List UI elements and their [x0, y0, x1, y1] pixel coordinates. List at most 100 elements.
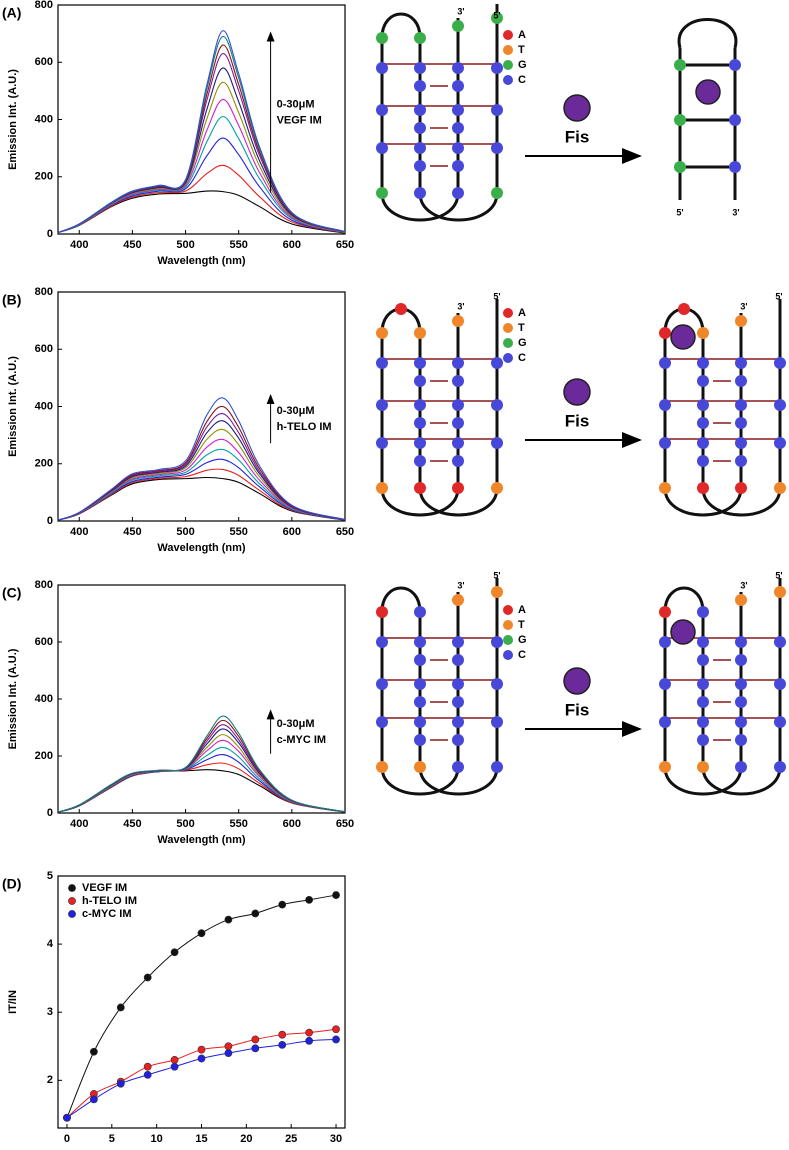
- base-node: [697, 716, 709, 728]
- base-node: [659, 761, 671, 773]
- base-node: [376, 142, 388, 154]
- ligand: [563, 378, 591, 406]
- base-node: [376, 62, 388, 74]
- legend-label: T: [518, 619, 525, 631]
- x-tick-label: 550: [230, 526, 248, 538]
- ligand-label: Fis: [565, 700, 590, 719]
- legend-marker: [68, 910, 76, 918]
- base-node: [774, 586, 786, 598]
- y-tick-label: 2: [47, 1074, 53, 1086]
- base-node: [678, 303, 690, 315]
- base-node: [414, 482, 426, 494]
- strand: [380, 766, 460, 796]
- base-node: [452, 160, 464, 172]
- base-node: [697, 761, 709, 773]
- spectrum-line: [57, 715, 346, 813]
- base-node: [735, 696, 747, 708]
- base-node: [735, 437, 747, 449]
- legend-marker: [503, 30, 513, 40]
- base-node: [729, 114, 741, 126]
- annotation: VEGF IM: [277, 115, 322, 127]
- base-node: [774, 357, 786, 369]
- base-node: [735, 761, 747, 773]
- base-node: [697, 417, 709, 429]
- plot-frame: [57, 584, 346, 814]
- panel-label: (C): [2, 585, 21, 601]
- legend-marker: [503, 308, 513, 318]
- base-node: [452, 80, 464, 92]
- base-node: [697, 437, 709, 449]
- base-node: [376, 357, 388, 369]
- y-tick-label: 0: [47, 228, 53, 240]
- y-tick-label: 400: [35, 400, 53, 412]
- base-node: [735, 455, 747, 467]
- panel-label: (A): [2, 5, 21, 21]
- y-tick-label: 600: [35, 343, 53, 355]
- x-tick-label: 650: [336, 239, 354, 251]
- base-node: [452, 315, 464, 327]
- y-tick-label: 800: [35, 579, 53, 591]
- data-point: [63, 1113, 71, 1122]
- x-tick-label: 550: [230, 239, 248, 251]
- base-node: [452, 104, 464, 116]
- y-tick-label: 4: [47, 938, 54, 950]
- base-node: [414, 437, 426, 449]
- base-node: [452, 375, 464, 387]
- prime-label: 3': [457, 6, 464, 16]
- base-node: [735, 678, 747, 690]
- prime-label: 3': [732, 207, 739, 217]
- strand: [663, 487, 743, 517]
- base-node: [491, 187, 503, 199]
- strand: [677, 18, 738, 49]
- base-node: [452, 594, 464, 606]
- x-tick-label: 10: [151, 1133, 163, 1145]
- data-point: [224, 1049, 233, 1057]
- spectrum-line: [57, 428, 346, 521]
- prime-label: 5': [493, 291, 500, 301]
- base-node: [414, 122, 426, 134]
- legend-label: G: [518, 337, 527, 349]
- x-tick-label: 450: [123, 526, 141, 538]
- y-tick-label: 200: [35, 171, 53, 183]
- data-point: [332, 891, 340, 899]
- base-node: [735, 417, 747, 429]
- base-node: [452, 636, 464, 648]
- prime-label: 3': [740, 580, 747, 590]
- base-node: [774, 399, 786, 411]
- base-node: [414, 187, 426, 199]
- legend-marker: [503, 605, 513, 615]
- y-tick-label: 800: [35, 286, 53, 298]
- base-node: [376, 104, 388, 116]
- y-tick-label: 600: [35, 636, 53, 648]
- base-node: [774, 761, 786, 773]
- base-node: [697, 327, 709, 339]
- strand: [380, 12, 422, 39]
- base-node: [376, 327, 388, 339]
- data-point: [305, 1028, 314, 1037]
- base-node: [735, 654, 747, 666]
- x-tick-label: 400: [70, 818, 88, 830]
- y-tick-label: 400: [35, 693, 53, 705]
- panel-label: (D): [2, 876, 21, 892]
- base-node: [414, 142, 426, 154]
- base-node: [414, 696, 426, 708]
- base-node: [491, 761, 503, 773]
- spectrum-line: [57, 468, 346, 521]
- base-node: [414, 761, 426, 773]
- base-node: [414, 104, 426, 116]
- strand: [380, 192, 460, 222]
- base-node: [376, 437, 388, 449]
- base-node: [491, 482, 503, 494]
- data-point: [332, 1035, 340, 1044]
- x-tick-label: 400: [70, 526, 88, 538]
- x-axis-title: [DNA] (μM): [173, 1149, 231, 1150]
- base-node: [491, 678, 503, 690]
- y-tick-label: 600: [35, 56, 53, 68]
- legend-marker: [503, 60, 513, 70]
- base-node: [452, 122, 464, 134]
- base-node: [414, 160, 426, 172]
- legend-marker: [503, 338, 513, 348]
- base-node: [414, 734, 426, 746]
- y-tick-label: 400: [35, 113, 53, 125]
